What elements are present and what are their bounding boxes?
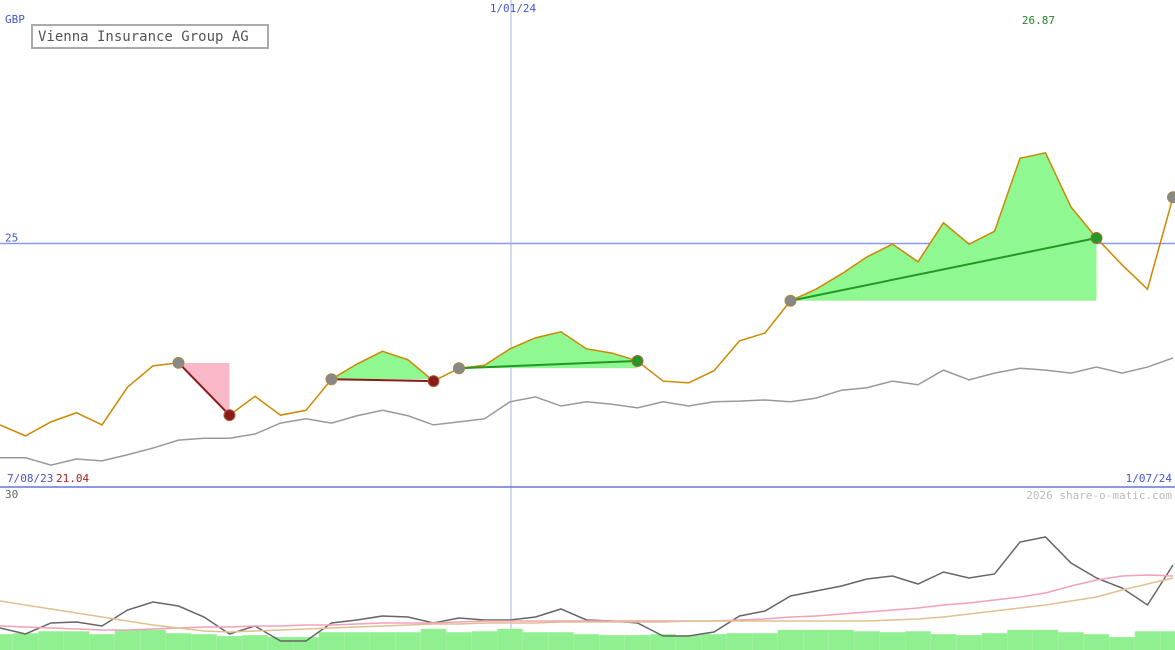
chart-title: Vienna Insurance Group AG [38, 29, 249, 45]
unit-label: GBP [5, 13, 25, 26]
x-tick-label: 1/01/24 [490, 2, 537, 15]
volume-bar [1109, 637, 1135, 650]
volume-bar [114, 629, 141, 650]
series-line [0, 357, 1174, 466]
volume-bar [522, 632, 549, 650]
volume-bar [828, 629, 855, 650]
signal-exit [427, 375, 440, 388]
volume-bar [573, 634, 600, 650]
volume-bar [675, 635, 702, 650]
volume-bar [293, 637, 319, 650]
volume-bar [803, 629, 829, 650]
volume-bar [140, 629, 166, 650]
volume-bar [165, 633, 192, 650]
volume-bar [395, 632, 421, 650]
volume-bar [777, 629, 804, 650]
signal-segment [177, 362, 231, 416]
signal-exit [1090, 232, 1103, 245]
signal-area [459, 331, 638, 369]
signal-segment [790, 237, 1097, 302]
high-label: 26.87 [1022, 14, 1055, 27]
title-box [31, 24, 269, 49]
volume-bar [1083, 634, 1110, 650]
volume-bar [1160, 631, 1175, 650]
y-tick-label: 30 [5, 488, 18, 501]
volume-bar [63, 631, 90, 650]
volume-bar [420, 628, 447, 650]
volume-bar [1007, 629, 1033, 650]
signal-entry [453, 362, 465, 375]
volume-bar [981, 633, 1008, 650]
volume-bar [930, 634, 957, 650]
series-line [0, 574, 1174, 631]
low-label: 21.04 [56, 472, 89, 485]
volume-bar [446, 632, 472, 650]
volume-bar [38, 631, 64, 650]
watermark: 2026 share-o-matic.com [1026, 489, 1172, 502]
volume-bar [0, 634, 13, 650]
volume-bar [548, 632, 574, 650]
signal-entry [1167, 191, 1175, 204]
volume-bar [267, 637, 294, 650]
volume-bar [369, 632, 396, 650]
volume-bar [89, 634, 115, 650]
signal-exit [223, 409, 236, 422]
volume-bar [752, 633, 778, 650]
volume-bar [497, 628, 523, 650]
signal-area [790, 152, 1097, 301]
volume-bar [905, 631, 931, 650]
volume-bar [318, 632, 345, 650]
volume-bar [12, 633, 39, 650]
volume-bar [344, 632, 370, 650]
volume-bar [726, 633, 753, 650]
x-tick-label: 7/08/23 [7, 472, 53, 485]
volume-bar [650, 634, 676, 650]
signal-segment [458, 359, 638, 370]
volume-bar [216, 636, 243, 650]
volume-bar [701, 634, 727, 650]
volume-bar [471, 631, 498, 650]
signal-entry [784, 294, 797, 307]
y-tick-label: 25 [5, 232, 18, 245]
signal-segment [331, 378, 434, 383]
volume-bar [191, 634, 217, 650]
x-tick-label: 1/07/24 [1126, 472, 1173, 485]
volume-bar [956, 635, 982, 650]
signal-entry [172, 356, 185, 369]
signal-exit [631, 354, 644, 367]
volume-bar [599, 635, 625, 650]
volume-bar [1032, 629, 1059, 650]
volume-bar [1134, 631, 1161, 650]
series-line [0, 536, 1174, 642]
volume-bar [242, 635, 268, 650]
volume-bar [854, 631, 880, 650]
signal-area [331, 351, 434, 380]
volume-bar [1058, 632, 1084, 650]
series-line [0, 577, 1174, 633]
signal-entry [325, 373, 338, 386]
volume-bar [879, 632, 906, 650]
volume-bar [624, 635, 651, 650]
